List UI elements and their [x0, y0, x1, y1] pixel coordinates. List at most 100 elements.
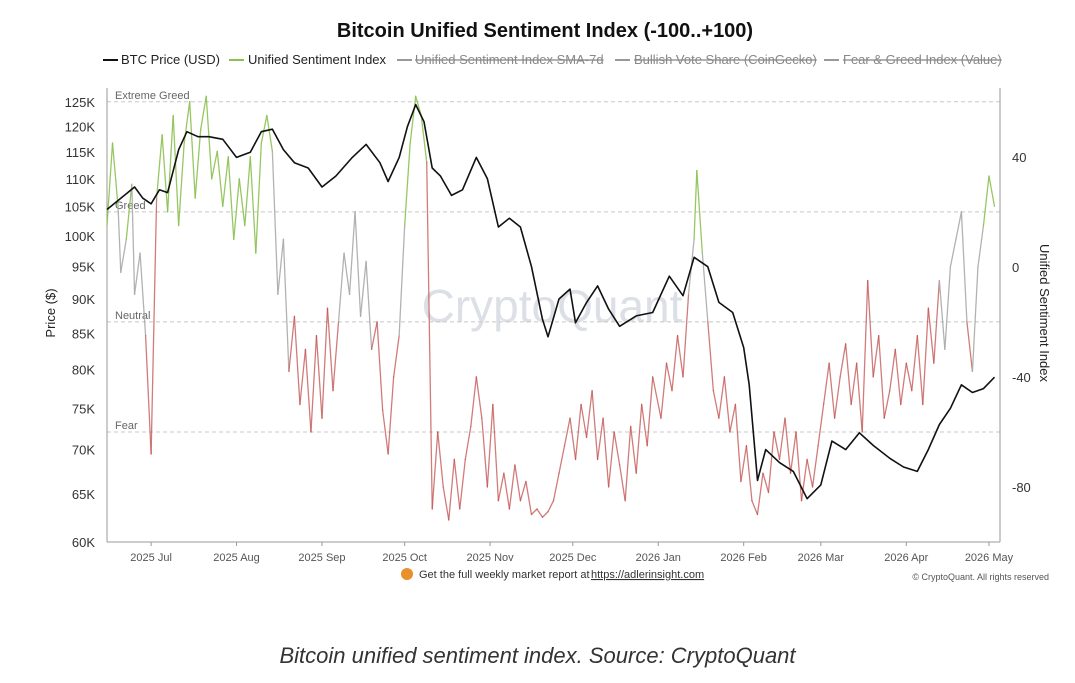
- sentiment-segment-84: [563, 417, 571, 447]
- sentiment-segment-102: [665, 362, 673, 392]
- sentiment-segment-161: [988, 175, 996, 207]
- footer-link[interactable]: https://adlerinsight.com: [591, 569, 704, 581]
- sentiment-segment-25: [238, 178, 246, 227]
- sentiment-segment-157: [966, 321, 974, 373]
- price-tick-6: 95K: [72, 260, 95, 275]
- sentiment-segment-112: [718, 376, 726, 419]
- sentiment-segment-145: [900, 362, 907, 406]
- sentiment-segment-51: [381, 409, 389, 455]
- sentiment-segment-160: [982, 175, 990, 227]
- sentiment-segment-139: [867, 279, 874, 378]
- sentiment-segment-137: [856, 362, 863, 433]
- sentiment-segment-125: [789, 431, 797, 474]
- sentiment-segment-50: [376, 321, 384, 411]
- sentiment-segment-49: [370, 321, 378, 351]
- zone-label-2: Neutral: [115, 310, 150, 322]
- sentiment-segment-16: [189, 101, 196, 199]
- sentiment-segment-19: [205, 95, 213, 180]
- time-tick-9: 2026 Apr: [884, 552, 928, 564]
- sentiment-segment-150: [927, 307, 935, 364]
- sentiment-segment-14: [178, 142, 185, 227]
- sentiment-series: [106, 95, 996, 521]
- sentiment-segment-69: [481, 417, 489, 488]
- time-tick-3: 2025 Oct: [382, 552, 427, 564]
- sentiment-segment-136: [850, 362, 858, 406]
- sentiment-segment-10: [155, 134, 163, 199]
- sentiment-segment-114: [729, 403, 737, 433]
- zone-label-0: Extreme Greed: [115, 90, 190, 102]
- sentiment-segment-93: [613, 431, 621, 466]
- sentiment-segment-90: [596, 417, 604, 461]
- sentiment-tick-3: -80: [1012, 480, 1031, 495]
- sentiment-segment-65: [459, 458, 466, 510]
- sentiment-segment-2: [117, 205, 122, 274]
- legend-item-fear-greed[interactable]: Fear & Greed Index (Value): [843, 52, 1002, 67]
- figure-caption: Bitcoin unified sentiment index. Source:…: [279, 643, 796, 668]
- sentiment-segment-20: [211, 150, 218, 180]
- sentiment-segment-0: [106, 142, 114, 227]
- legend-item-price[interactable]: BTC Price (USD): [121, 52, 220, 67]
- sentiment-segment-39: [315, 334, 323, 419]
- price-tick-8: 85K: [72, 326, 95, 341]
- time-tick-2: 2025 Sep: [298, 552, 345, 564]
- sentiment-segment-86: [574, 403, 582, 461]
- legend: BTC Price (USD) Unified Sentiment Index …: [103, 52, 1002, 67]
- sentiment-segment-105: [682, 293, 690, 378]
- sentiment-segment-67: [470, 376, 477, 428]
- sentiment-segment-132: [828, 362, 836, 419]
- sentiment-segment-35: [293, 315, 301, 406]
- sentiment-segment-59: [426, 161, 433, 510]
- sentiment-segment-58: [420, 114, 428, 163]
- sentiment-segment-123: [778, 417, 786, 461]
- sentiment-segment-96: [630, 425, 637, 474]
- sentiment-segment-42: [332, 321, 340, 392]
- sentiment-segment-12: [166, 114, 174, 213]
- sentiment-segment-103: [671, 334, 679, 392]
- sentiment-segment-4: [125, 183, 133, 240]
- sentiment-segment-74: [508, 464, 516, 510]
- sentiment-segment-133: [833, 376, 841, 419]
- sentiment-segment-134: [839, 343, 847, 378]
- sentiment-segment-149: [922, 307, 929, 406]
- sentiment-segment-82: [552, 472, 560, 502]
- sentiment-segment-126: [795, 431, 803, 502]
- sentiment-segment-48: [365, 260, 373, 351]
- sentiment-segment-31: [271, 150, 279, 296]
- sentiment-segment-94: [618, 464, 626, 502]
- sentiment-segment-3: [120, 238, 127, 274]
- price-series: [106, 103, 996, 500]
- price-tick-3: 110K: [66, 172, 96, 187]
- price-tick-5: 100K: [65, 229, 96, 244]
- sentiment-segment-81: [547, 500, 555, 513]
- sentiment-segment-23: [227, 156, 235, 240]
- time-tick-6: 2026 Jan: [636, 552, 681, 564]
- sentiment-segment-122: [773, 431, 781, 461]
- time-tick-4: 2025 Nov: [467, 552, 515, 564]
- legend-item-sma[interactable]: Unified Sentiment Index SMA-7d: [415, 52, 604, 67]
- report-icon: [401, 568, 413, 580]
- sentiment-segment-34: [288, 315, 296, 373]
- time-tick-10: 2026 May: [965, 552, 1014, 564]
- sentiment-segment-37: [304, 348, 312, 433]
- sentiment-segment-98: [641, 403, 648, 447]
- price-tick-1: 120K: [65, 120, 96, 135]
- sentiment-segment-64: [453, 458, 461, 510]
- price-axis-ticks: 125K 120K 115K 110K 105K 100K 95K 90K 85K 80K 75K 7…: [65, 95, 96, 550]
- sentiment-segment-155: [955, 211, 963, 240]
- legend-item-bullish[interactable]: Bullish Vote Share (CoinGecko): [634, 52, 817, 67]
- sentiment-segment-27: [249, 156, 257, 254]
- sentiment-segment-83: [558, 445, 566, 474]
- sentiment-segment-130: [817, 403, 825, 447]
- sentiment-segment-76: [519, 480, 527, 502]
- sentiment-segment-62: [442, 486, 450, 521]
- time-tick-1: 2025 Aug: [213, 552, 260, 564]
- legend-item-sentiment[interactable]: Unified Sentiment Index: [248, 52, 387, 67]
- sentiment-segment-111: [712, 390, 720, 419]
- sentiment-segment-91: [602, 417, 610, 488]
- sentiment-segment-152: [938, 279, 946, 351]
- time-tick-8: 2026 Mar: [798, 552, 845, 564]
- price-tick-10: 75K: [72, 401, 95, 416]
- price-line: [106, 103, 996, 500]
- sentiment-zones: Extreme GreedGreedNeutralFear: [107, 90, 1000, 433]
- sentiment-segment-97: [635, 403, 643, 474]
